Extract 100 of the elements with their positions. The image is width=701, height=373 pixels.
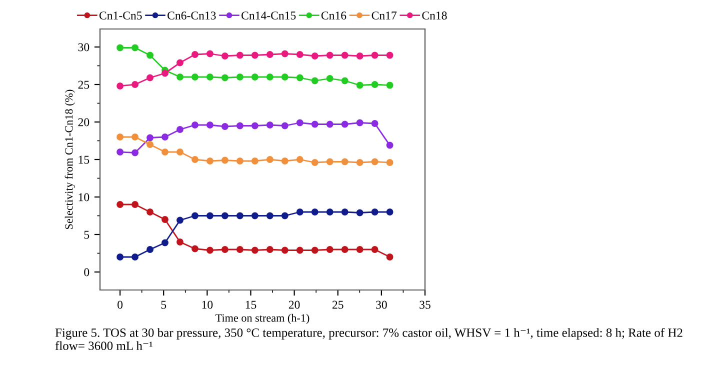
point xyxy=(206,50,214,58)
point xyxy=(192,74,198,80)
x-tick-label: 5 xyxy=(161,300,166,309)
y-tick-label: 0 xyxy=(84,268,90,276)
point xyxy=(206,122,214,128)
point xyxy=(221,74,228,82)
point xyxy=(116,201,124,208)
point xyxy=(356,246,364,253)
point xyxy=(296,74,304,82)
point xyxy=(386,82,394,89)
point xyxy=(281,246,288,254)
point xyxy=(162,239,168,246)
point xyxy=(251,52,258,59)
point xyxy=(221,156,228,164)
point xyxy=(266,51,274,58)
point xyxy=(206,246,214,254)
legend-label: Cn16 xyxy=(321,12,346,20)
point xyxy=(281,74,288,80)
point xyxy=(132,81,138,88)
point xyxy=(192,245,198,252)
x-axis-title: Time on stream (h-1) xyxy=(216,314,310,324)
point xyxy=(192,122,198,128)
point xyxy=(146,141,154,148)
point xyxy=(266,156,274,163)
legend-label: Cn18 xyxy=(422,12,447,20)
point xyxy=(326,75,334,82)
point xyxy=(132,254,138,260)
point xyxy=(281,122,288,130)
point xyxy=(162,216,168,223)
point xyxy=(176,126,184,133)
point xyxy=(266,74,274,80)
x-tick-label: 10 xyxy=(202,300,213,309)
point xyxy=(146,134,154,142)
point xyxy=(311,246,318,254)
point xyxy=(296,208,304,216)
y-axis-title: Selectivity from Cn1-Cn18 (%) xyxy=(64,90,75,229)
point xyxy=(386,254,394,260)
point xyxy=(132,201,138,208)
point xyxy=(132,134,138,140)
point xyxy=(356,119,364,126)
point xyxy=(236,74,244,80)
x-tick-label: 25 xyxy=(332,300,344,309)
point xyxy=(311,159,318,166)
point xyxy=(356,159,364,166)
point xyxy=(326,246,334,253)
point xyxy=(251,246,258,254)
point xyxy=(326,158,334,166)
point xyxy=(356,52,364,60)
point xyxy=(341,208,348,216)
point xyxy=(341,158,348,166)
point xyxy=(266,122,274,128)
point xyxy=(192,212,198,220)
point xyxy=(371,81,378,88)
point xyxy=(371,120,378,127)
x-tick-label: 30 xyxy=(376,300,387,309)
point xyxy=(326,120,334,128)
point xyxy=(371,52,378,59)
y-tick-label: 25 xyxy=(78,80,90,89)
point xyxy=(192,156,198,163)
point xyxy=(116,254,124,260)
x-tick-label: 35 xyxy=(420,300,430,309)
point xyxy=(176,238,184,246)
point xyxy=(146,74,154,82)
point xyxy=(311,208,318,216)
point xyxy=(176,216,184,224)
point xyxy=(356,209,364,216)
point xyxy=(326,52,334,59)
point xyxy=(311,77,318,84)
point xyxy=(386,159,394,166)
point xyxy=(281,50,288,58)
point xyxy=(116,44,124,52)
point xyxy=(356,82,364,89)
point xyxy=(206,158,214,164)
legend-label: Cn1-Cn5 xyxy=(99,12,142,20)
point xyxy=(236,212,244,220)
point xyxy=(116,148,124,156)
point xyxy=(116,134,124,140)
point xyxy=(251,122,258,130)
y-tick-label: 10 xyxy=(78,193,90,202)
caption: Figure 5. TOS at 30 bar pressure, 350 °C temperature, precursor: 7% castor oil, WHSV = 1 h⁻¹, time elapsed: 8 h; Rate of H2 flow= 3600 mL h⁻¹ xyxy=(55,328,682,350)
point xyxy=(176,59,184,66)
point xyxy=(296,119,304,126)
point xyxy=(162,148,168,156)
point xyxy=(206,212,214,220)
x-tick-label: 0 xyxy=(118,300,123,309)
point xyxy=(311,120,318,128)
point xyxy=(146,246,154,253)
point xyxy=(132,149,138,156)
point xyxy=(281,212,288,220)
y-tick-label: 15 xyxy=(78,156,90,164)
legend-label: Cn17 xyxy=(372,12,397,20)
point xyxy=(371,158,378,166)
point xyxy=(326,208,334,216)
point xyxy=(132,44,138,52)
y-tick-label: 5 xyxy=(84,230,90,239)
legend-label: Cn14-Cn15 xyxy=(242,12,296,20)
point xyxy=(266,246,274,253)
point xyxy=(236,52,244,59)
point xyxy=(236,246,244,253)
point xyxy=(192,51,198,58)
